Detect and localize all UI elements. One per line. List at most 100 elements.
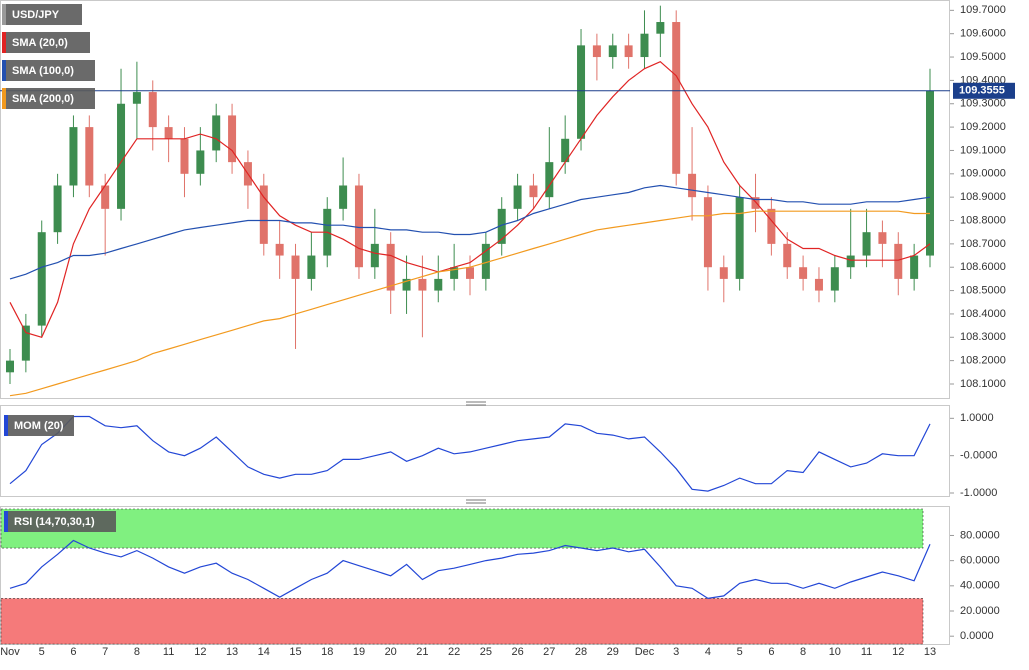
candle-body [561, 138, 570, 163]
x-tick-label: 4 [705, 646, 711, 658]
y-tick-label: -0.0000 [960, 450, 997, 462]
x-tick-label: 27 [543, 646, 555, 658]
x-tick-label: 5 [39, 646, 45, 658]
candle-body [291, 255, 300, 279]
x-tick-label: 12 [194, 646, 206, 658]
x-tick-label: 13 [226, 646, 238, 658]
legend-entry-swatch [2, 60, 6, 81]
y-tick-label: 108.6000 [960, 261, 1006, 273]
y-tick-label: 109.6000 [960, 28, 1006, 40]
legend-entry: SMA (20,0) [12, 37, 68, 49]
y-tick-label: -1.0000 [960, 487, 997, 499]
candle-body [545, 162, 554, 198]
y-tick-label: 108.9000 [960, 191, 1006, 203]
y-tick-label: 108.4000 [960, 308, 1006, 320]
x-tick-label: 6 [768, 646, 774, 658]
last-price-label: 109.3555 [959, 85, 1005, 97]
legend-entry-box [2, 32, 90, 53]
legend-entry: SMA (100,0) [12, 65, 74, 77]
candle-body [926, 90, 934, 256]
y-tick-label: 109.7000 [960, 4, 1006, 16]
legend-entry-box [4, 511, 116, 532]
y-tick-label: 109.2000 [960, 121, 1006, 133]
x-tick-label: 6 [70, 646, 76, 658]
x-tick-label: 5 [737, 646, 743, 658]
candle-body [529, 185, 538, 198]
x-tick-label: 8 [800, 646, 806, 658]
x-tick-label: 13 [924, 646, 936, 658]
candle-body [577, 45, 586, 139]
y-tick-label: 0.0000 [960, 630, 994, 642]
candle-body [878, 232, 887, 244]
legend-entry-swatch [2, 88, 6, 109]
y-tick-label: 108.7000 [960, 238, 1006, 250]
candle-body [6, 360, 14, 373]
candle-body [307, 255, 316, 279]
x-tick-label: 28 [575, 646, 587, 658]
candle-body [497, 208, 506, 244]
candle-body [117, 103, 126, 209]
candle-body [164, 127, 173, 139]
legend-entry: SMA (200,0) [12, 93, 74, 105]
x-tick-label: 3 [673, 646, 679, 658]
y-tick-label: 108.2000 [960, 355, 1006, 367]
candle-body [418, 278, 427, 291]
x-tick-label: 11 [163, 646, 174, 658]
y-tick-label: 80.0000 [960, 529, 1000, 541]
resize-handle[interactable] [466, 499, 486, 504]
y-tick-label: 1.0000 [960, 412, 994, 424]
last-price-box [953, 82, 1015, 99]
candle-body [339, 185, 348, 209]
y-tick-label: 40.0000 [960, 580, 1000, 592]
legend-entry-box [2, 88, 95, 109]
candle-body [481, 243, 490, 279]
candle-body [862, 232, 871, 256]
candle-body [228, 115, 237, 163]
y-tick-label: 108.5000 [960, 284, 1006, 296]
candle-body [513, 185, 522, 209]
candle-body [450, 267, 459, 279]
legend-title-box [2, 4, 82, 25]
x-tick-label: 18 [321, 646, 333, 658]
candle-body [196, 150, 205, 174]
x-tick-label: 15 [289, 646, 301, 658]
legend-entry-swatch [4, 415, 8, 436]
candle-body [101, 185, 110, 209]
candle-body [69, 127, 78, 186]
candle-body [735, 197, 744, 279]
x-tick-label: 26 [511, 646, 523, 658]
x-tick-label: 25 [480, 646, 492, 658]
legend-entry-swatch [4, 511, 8, 532]
candle-body [275, 243, 284, 256]
candle-body [640, 33, 649, 58]
y-tick-label: 60.0000 [960, 555, 1000, 567]
x-tick-label: Nov [0, 646, 20, 658]
candle-body [656, 22, 665, 34]
candle-body [37, 232, 46, 326]
legend-entry: MOM (20) [14, 420, 64, 432]
candle-body [703, 197, 712, 268]
candle-body [85, 127, 94, 186]
candle-body [767, 208, 776, 244]
y-tick-label: 109.1000 [960, 144, 1006, 156]
x-tick-label: 22 [448, 646, 460, 658]
candle-body [434, 278, 443, 291]
candle-body [799, 267, 808, 279]
candle-body [894, 243, 903, 279]
candle-body [624, 45, 633, 58]
y-tick-label: 109.5000 [960, 51, 1006, 63]
x-tick-label: 10 [829, 646, 841, 658]
candle-body [180, 138, 189, 174]
resize-handle[interactable] [466, 401, 486, 406]
candle-body [783, 243, 792, 268]
oversold-zone [0, 598, 924, 645]
candle-body [259, 185, 268, 244]
candle-body [814, 278, 823, 291]
series-line [9, 415, 931, 492]
y-tick-label: 108.1000 [960, 378, 1006, 390]
candle-body [830, 267, 839, 291]
candle-body [466, 267, 474, 279]
series-line [9, 60, 931, 339]
series-line [9, 539, 931, 600]
